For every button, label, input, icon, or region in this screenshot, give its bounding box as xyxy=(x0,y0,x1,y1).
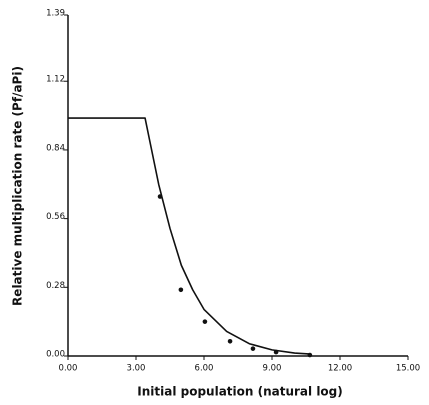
data-point xyxy=(178,287,184,293)
y-tick-label: 0.56 xyxy=(46,212,65,222)
x-tick-label: 9.00 xyxy=(263,364,282,374)
x-tick-label: 0.00 xyxy=(59,364,78,374)
data-point xyxy=(227,338,233,344)
data-point xyxy=(202,319,208,324)
data-point xyxy=(250,346,256,351)
x-tick-label: 12.00 xyxy=(328,364,352,374)
y-tick-label: 1.12 xyxy=(46,75,65,85)
y-tick-label: 0.28 xyxy=(46,281,65,291)
x-axis-title: Initial population (natural log) xyxy=(137,385,343,399)
data-point xyxy=(273,349,279,355)
x-tick-label: 15.00 xyxy=(396,364,420,374)
y-tick-label: 1.39 xyxy=(46,9,65,19)
fitted-curve xyxy=(68,117,311,355)
y-tick-label: 0.84 xyxy=(46,143,65,153)
x-tick-label: 6.00 xyxy=(195,364,214,374)
data-point xyxy=(157,194,163,199)
data-point xyxy=(307,352,313,358)
y-tick-label: 0.00 xyxy=(46,350,65,360)
x-tick-label: 3.00 xyxy=(127,364,146,374)
y-axis-title: Relative multiplication rate (Pf/aPi) xyxy=(11,66,25,306)
